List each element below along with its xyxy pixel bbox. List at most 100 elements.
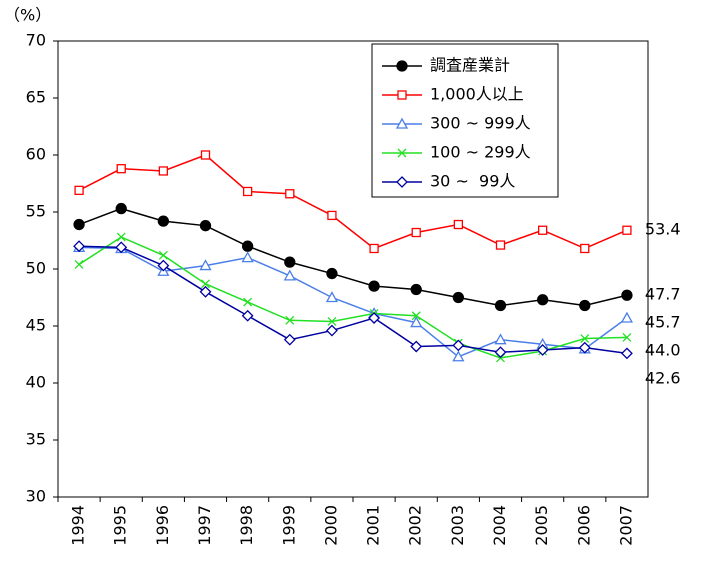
x-tick-label: 2003 (448, 505, 467, 546)
x-tick-label: 1994 (69, 505, 88, 546)
legend-marker (395, 117, 409, 129)
point (580, 334, 590, 343)
point (241, 240, 254, 252)
point (410, 283, 422, 296)
point (368, 280, 380, 292)
x-tick-label: 2001 (364, 505, 383, 546)
point (326, 267, 338, 280)
x-tick-label: 2005 (532, 505, 551, 546)
data-label: 53.4 (645, 220, 681, 239)
point (201, 279, 210, 289)
y-tick-label: 60 (26, 145, 46, 164)
y-tick-label: 40 (26, 373, 46, 392)
y-tick-label: 45 (26, 316, 46, 335)
point (116, 232, 126, 242)
point (578, 341, 591, 354)
point (621, 289, 633, 301)
point (283, 269, 296, 281)
point (326, 324, 338, 337)
x-tick-label: 2002 (406, 505, 425, 546)
point (411, 227, 421, 238)
point (200, 150, 211, 160)
point (494, 299, 507, 312)
point (283, 333, 296, 346)
point (620, 311, 634, 323)
point (622, 332, 632, 342)
y-tick-label: 30 (26, 487, 46, 506)
point (494, 333, 507, 345)
point (579, 299, 591, 312)
legend-marker (397, 90, 407, 100)
point (537, 225, 548, 235)
point (242, 186, 253, 197)
x-tick-label: 1996 (153, 505, 172, 546)
point (452, 291, 465, 304)
point (536, 294, 549, 306)
point (157, 259, 170, 272)
point (116, 164, 126, 174)
point (621, 347, 633, 360)
y-tick-label: 50 (26, 259, 46, 278)
x-tick-label: 1999 (279, 505, 298, 546)
point (243, 297, 253, 307)
point (74, 185, 84, 195)
point (369, 243, 379, 254)
data-label: 45.7 (645, 313, 681, 332)
y-unit-label: （%） (4, 6, 51, 25)
point (580, 243, 590, 254)
x-tick-label: 2007 (616, 505, 635, 546)
point (536, 344, 549, 356)
series-line (79, 245, 628, 355)
x-tick-label: 2006 (574, 505, 593, 546)
point (241, 251, 254, 263)
legend-marker (396, 60, 408, 72)
legend-label: 300 ~ 999人 (430, 114, 531, 133)
legend-marker (396, 176, 408, 188)
y-tick-label: 55 (26, 202, 46, 221)
point (158, 250, 168, 260)
series-line (78, 207, 628, 307)
y-tick-label: 35 (26, 430, 46, 449)
point (115, 241, 128, 254)
x-tick-label: 2004 (490, 505, 509, 546)
x-tick-label: 1995 (111, 505, 130, 546)
y-tick-label: 70 (26, 31, 46, 50)
point (284, 256, 296, 268)
point (158, 166, 169, 176)
x-tick-label: 2000 (321, 505, 340, 546)
y-tick-label: 65 (26, 88, 46, 107)
point (325, 291, 339, 303)
point (453, 219, 464, 230)
point (241, 309, 254, 322)
point (199, 285, 212, 298)
legend-label: 調査産業計 (430, 56, 510, 75)
point (115, 202, 127, 215)
point (410, 316, 423, 328)
point (199, 259, 212, 271)
plot-frame (57, 40, 649, 498)
x-tick-label: 1997 (195, 505, 214, 546)
point (199, 220, 212, 232)
data-label: 42.6 (645, 369, 681, 388)
data-label: 44.0 (645, 341, 681, 360)
point (327, 316, 337, 326)
legend-label: 30 ~ 99人 (430, 172, 515, 191)
point (327, 210, 337, 221)
point (368, 312, 380, 324)
point (494, 346, 507, 359)
point (285, 189, 295, 199)
point (285, 315, 295, 325)
data-label: 47.7 (645, 285, 681, 304)
x-tick-label: 1998 (237, 505, 256, 546)
point (73, 218, 85, 231)
point (452, 350, 465, 362)
legend-label: 1,000人以上 (430, 85, 524, 104)
point (73, 240, 85, 253)
series-line (78, 236, 627, 359)
point (622, 225, 632, 235)
legend-marker (397, 148, 407, 158)
series-line (78, 154, 628, 250)
legend-label: 100 ~ 299人 (430, 143, 531, 162)
point (411, 311, 421, 321)
